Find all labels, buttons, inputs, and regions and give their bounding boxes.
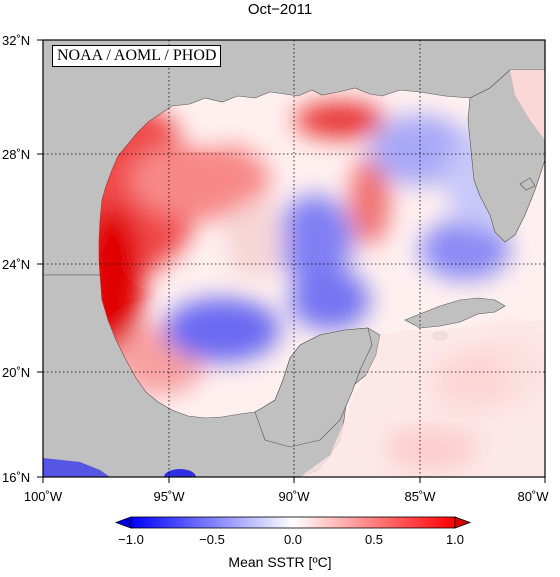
lon-label-85w: 85˚W — [404, 489, 436, 504]
lon-label-95w: 95˚W — [153, 489, 185, 504]
map-title: Oct−2011 — [247, 1, 313, 18]
lat-label-24n: 24˚N — [2, 257, 31, 272]
lat-label-32n: 32˚N — [2, 33, 31, 48]
atlantic-field — [510, 70, 545, 140]
lon-label-100w: 100˚W — [23, 489, 63, 504]
colorbar-title: Mean SSTR [ºC] — [228, 554, 332, 570]
colorbar-tick-label: 1.0 — [445, 532, 465, 547]
lon-label-80w: 80˚W — [517, 489, 549, 504]
lat-label-20n: 20˚N — [2, 365, 31, 380]
lat-label-16n: 16˚N — [2, 470, 31, 485]
lat-label-28n: 28˚N — [2, 147, 31, 162]
colorbar-tick-label: 0.5 — [364, 532, 384, 547]
colorbar-min-arrow — [114, 516, 132, 529]
land — [43, 40, 545, 477]
colorbar — [114, 516, 472, 529]
source-label: NOAA / AOML / PHOD — [52, 45, 222, 67]
colorbar-gradient — [130, 516, 456, 529]
pacific-anomaly — [43, 458, 110, 477]
axis-ticks — [37, 39, 546, 483]
grid-lines — [43, 40, 545, 477]
colorbar-tick-label: −0.5 — [199, 532, 225, 547]
colorbar-tick-label: 0.0 — [283, 532, 303, 547]
colorbar-max-arrow — [454, 516, 472, 529]
colorbar-tick-label: −1.0 — [118, 532, 144, 547]
lon-label-90w: 90˚W — [278, 489, 310, 504]
